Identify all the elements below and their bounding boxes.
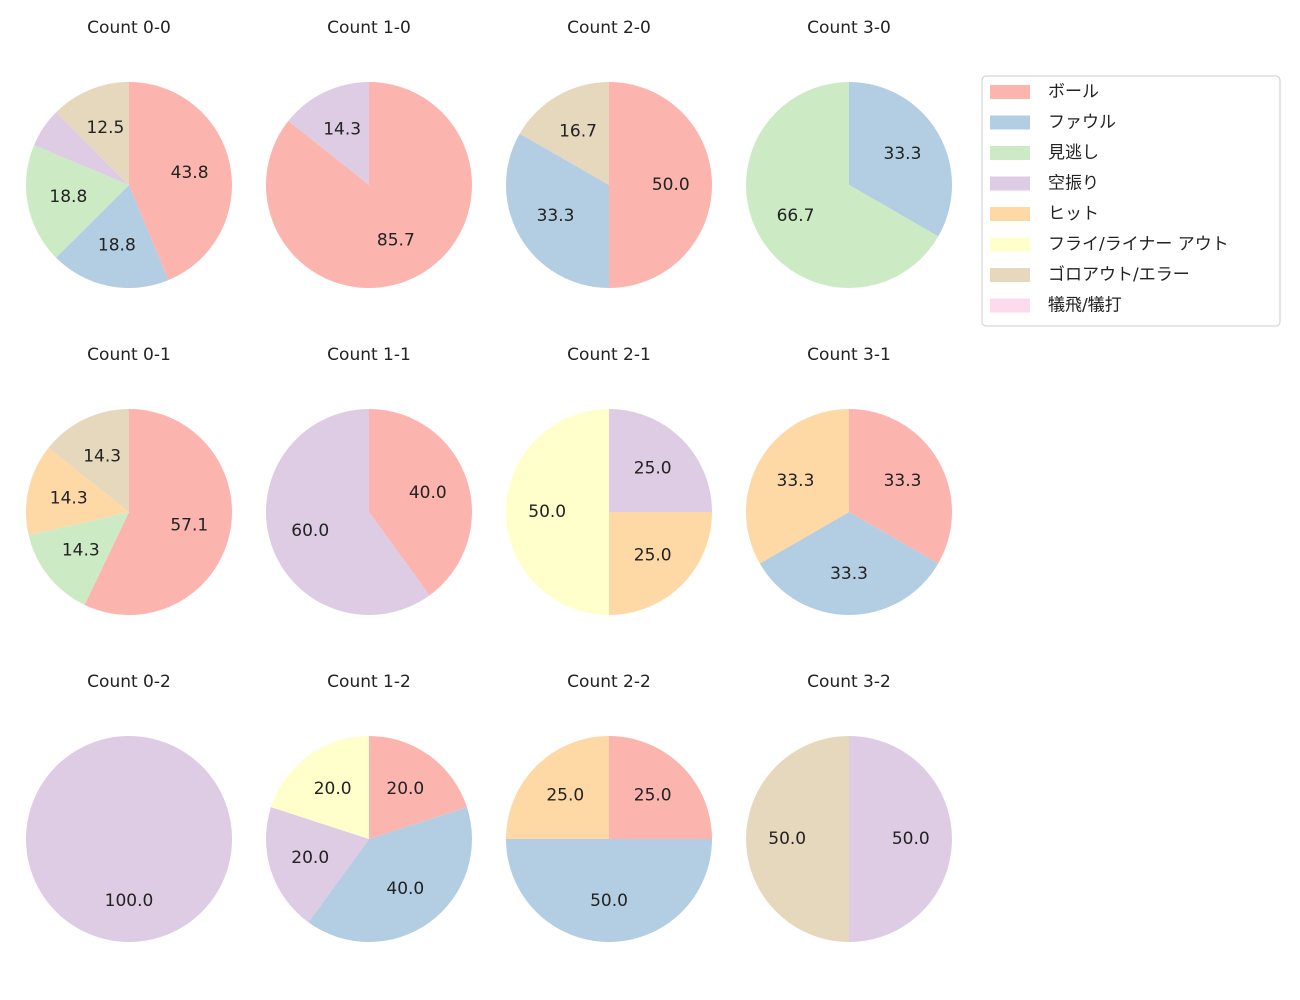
- value-label: 25.0: [546, 785, 584, 805]
- legend-swatch: [990, 298, 1030, 313]
- pie-title: Count 2-0: [567, 18, 651, 38]
- pie-title: Count 0-2: [87, 672, 171, 692]
- value-label: 12.5: [86, 118, 124, 138]
- value-label: 33.3: [884, 144, 922, 164]
- pie-title: Count 3-0: [807, 18, 891, 38]
- value-label: 33.3: [537, 206, 575, 226]
- value-label: 43.8: [171, 163, 209, 183]
- pie-wedge: [369, 736, 467, 839]
- value-label: 57.1: [170, 516, 208, 536]
- value-label: 20.0: [314, 779, 352, 799]
- pie-wedge: [25, 145, 130, 258]
- legend-box: [981, 75, 1281, 327]
- value-label: 25.0: [634, 546, 672, 566]
- pie-wedge: [609, 409, 712, 512]
- value-label: 20.0: [291, 848, 329, 868]
- pie-wedge: [129, 82, 232, 281]
- pie-title: Count 0-0: [87, 18, 171, 38]
- value-label: 16.7: [559, 122, 597, 142]
- value-label: 50.0: [652, 175, 690, 195]
- legend-label: ボール: [1048, 82, 1099, 102]
- pie-title: Count 1-0: [327, 18, 411, 38]
- value-label: 50.0: [892, 829, 930, 849]
- pie-wedge: [849, 736, 952, 942]
- pie-title: Count 3-1: [807, 345, 891, 365]
- legend-label: ヒット: [1048, 204, 1099, 224]
- value-label: 50.0: [590, 891, 628, 911]
- legend-swatch: [990, 237, 1030, 252]
- pie-wedge: [506, 409, 609, 615]
- pie-title: Count 0-1: [87, 345, 171, 365]
- pie-wedge: [266, 807, 369, 923]
- pie-title: Count 1-1: [327, 345, 411, 365]
- pie-wedge: [288, 82, 369, 185]
- pie-wedge: [849, 409, 952, 564]
- pie-wedge: [56, 82, 129, 185]
- pie-wedge: [609, 736, 712, 839]
- value-label: 18.8: [98, 236, 136, 256]
- value-label: 33.3: [777, 471, 815, 491]
- value-label: 50.0: [528, 502, 566, 522]
- pie-wedge: [506, 839, 712, 942]
- pie-wedge: [55, 185, 169, 289]
- pie-wedge: [506, 736, 609, 839]
- pie-wedge: [849, 82, 953, 237]
- legend-label: 犠飛/犠打: [1048, 296, 1122, 316]
- value-label: 85.7: [377, 231, 415, 251]
- pie-title: Count 2-2: [567, 672, 651, 692]
- value-label: 18.8: [49, 187, 87, 207]
- value-label: 14.3: [62, 541, 100, 561]
- pie-wedge: [519, 82, 609, 185]
- pie-wedge: [609, 512, 712, 615]
- pie-wedge: [271, 736, 369, 839]
- pie-wedge: [28, 512, 129, 605]
- value-label: 100.0: [105, 891, 154, 911]
- value-label: 66.7: [777, 206, 815, 226]
- pie-title: Count 1-2: [327, 672, 411, 692]
- value-label: 25.0: [634, 785, 672, 805]
- pie-title: Count 3-2: [807, 672, 891, 692]
- legend-label: 空振り: [1048, 174, 1099, 194]
- value-label: 25.0: [634, 458, 672, 478]
- pie-title: Count 2-1: [567, 345, 651, 365]
- legend-label: ゴロアウト/エラー: [1048, 264, 1190, 285]
- pie-wedge: [34, 112, 129, 185]
- value-label: 14.3: [50, 488, 88, 508]
- pie-wedge: [745, 82, 939, 288]
- value-label: 40.0: [409, 483, 447, 503]
- legend-swatch: [990, 176, 1030, 191]
- pie-wedge: [369, 409, 472, 596]
- value-label: 14.3: [323, 119, 361, 139]
- value-label: 50.0: [768, 829, 806, 849]
- pie-wedge: [759, 512, 939, 615]
- legend-swatch: [990, 115, 1030, 130]
- legend-swatch: [990, 207, 1030, 221]
- legend-label: フライ/ライナー アウト: [1048, 235, 1229, 255]
- legend-label: 見逃し: [1048, 143, 1099, 163]
- value-label: 60.0: [291, 521, 329, 541]
- pie-wedge: [26, 736, 232, 942]
- legend-label: ファウル: [1048, 113, 1116, 133]
- pie-wedge: [308, 807, 473, 942]
- value-label: 40.0: [386, 879, 424, 899]
- pie-wedge: [48, 409, 130, 512]
- value-label: 14.3: [83, 446, 121, 466]
- pie-wedge: [265, 409, 430, 615]
- value-label: 33.3: [830, 564, 868, 584]
- legend-swatch: [990, 268, 1030, 282]
- legend-swatch: [990, 146, 1030, 160]
- pie-wedge: [505, 133, 609, 288]
- pie-wedge: [25, 447, 130, 536]
- value-label: 33.3: [884, 471, 922, 491]
- pie-wedge: [266, 82, 473, 288]
- legend-swatch: [990, 85, 1030, 99]
- value-label: 20.0: [386, 779, 424, 799]
- pie-wedge: [84, 409, 232, 615]
- pie-wedge: [609, 82, 712, 288]
- pie-wedge: [745, 409, 849, 564]
- pie-wedge: [746, 736, 849, 942]
